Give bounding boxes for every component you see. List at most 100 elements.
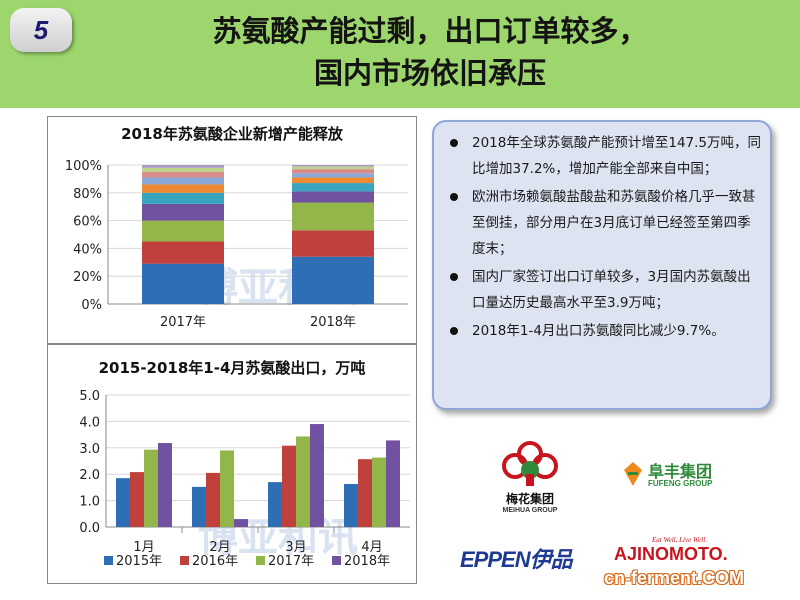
y-tick-label: 40%	[73, 242, 102, 257]
bar	[386, 440, 400, 527]
fufeng-logo: 阜丰集团 FUFENG GROUP	[622, 458, 732, 494]
meihua-english-name: MEIHUA GROUP	[502, 507, 558, 514]
slide-header: 5 苏氨酸产能过剩，出口订单较多， 国内市场依旧承压	[0, 0, 800, 108]
legend-label: 2017年	[268, 554, 314, 569]
slide-title-line-1: 苏氨酸产能过剩，出口订单较多，	[212, 14, 648, 48]
y-tick-label: 20%	[73, 270, 102, 285]
stacked-bar-segment	[142, 167, 224, 172]
fufeng-english-name: FUFENG GROUP	[648, 479, 713, 488]
legend-swatch	[180, 556, 189, 565]
export-chart-panel: 2015-2018年1-4月苏氨酸出口，万吨 博亚和讯 0.0 1.0 2.0 3.0…	[47, 344, 417, 584]
slide-title-line-2: 国内市场依旧承压	[313, 56, 546, 90]
bar	[192, 486, 206, 527]
bar	[158, 443, 172, 527]
ajinomoto-tagline: Eat Well, Live Well.	[652, 536, 707, 544]
bullet-dot-icon	[450, 273, 458, 281]
bar	[282, 445, 296, 527]
stacked-bar-segment	[142, 184, 224, 193]
stacked-bar-segment	[292, 177, 374, 184]
stacked-bar-segment	[292, 165, 374, 167]
bar	[268, 482, 282, 527]
stacked-bar-segment	[292, 169, 374, 174]
meihua-name: 梅花集团	[505, 492, 554, 506]
slide-title: 苏氨酸产能过剩，出口订单较多， 国内市场依旧承压	[110, 10, 750, 94]
x-tick-label: 2月	[209, 540, 230, 555]
stacked-bar-segment	[292, 191, 374, 203]
bullet-dot-icon	[450, 139, 458, 147]
bullet-item: 国内厂家签订出口订单较多，3月国内苏氨酸出口量达历史最高水平至3.9万吨；	[446, 264, 762, 316]
stacked-bar-segment	[292, 183, 374, 192]
x-tick-label: 2017年	[160, 315, 206, 330]
bar	[206, 472, 220, 527]
y-tick-label: 80%	[73, 187, 102, 202]
y-tick-label: 0%	[81, 298, 102, 313]
capacity-chart: 0% 20% 40% 60% 80% 100% 2017年 2018年	[65, 159, 408, 330]
bar	[372, 457, 386, 527]
meihua-flower-icon	[502, 441, 558, 486]
y-tick-label: 3.0	[79, 442, 100, 457]
stacked-bar-segment	[292, 173, 374, 178]
stacked-bar-segment	[292, 256, 374, 304]
eppen-logo: EPPEN伊品	[460, 542, 600, 582]
x-tick-label: 3月	[285, 540, 306, 555]
stacked-bar-segment	[292, 230, 374, 257]
capacity-chart-title: 2018年苏氨酸企业新增产能释放	[121, 125, 343, 143]
legend-label: 2016年	[192, 554, 238, 569]
y-tick-label: 2.0	[79, 468, 100, 483]
ajinomoto-name: AJINOMOTO.	[614, 544, 728, 564]
legend-swatch	[256, 556, 265, 565]
stacked-bar-segment	[142, 220, 224, 242]
bullet-dot-icon	[450, 193, 458, 201]
bar	[358, 459, 372, 527]
stacked-bar-segment	[142, 203, 224, 221]
stacked-bar-segment	[292, 166, 374, 170]
eppen-name: EPPEN伊品	[460, 547, 573, 572]
bar	[310, 424, 324, 527]
bullet-text: 国内厂家签订出口订单较多，3月国内苏氨酸出口量达历史最高水平至3.9万吨；	[472, 269, 751, 311]
bar	[144, 449, 158, 527]
site-watermark: cn-ferment.COM	[604, 568, 745, 588]
legend-label: 2018年	[344, 554, 390, 569]
stacked-bar-segment	[142, 263, 224, 304]
x-tick-label: 1月	[133, 540, 154, 555]
bullet-dot-icon	[450, 327, 458, 335]
bullet-textbox: 2018年全球苏氨酸产能预计增至147.5万吨，同比增加37.2%，增加产能全部…	[432, 120, 772, 410]
bullet-text: 欧洲市场赖氨酸盐酸盐和苏氨酸价格几乎一致甚至倒挂，部分用户在3月底订单已经签至第…	[472, 189, 756, 257]
y-tick-label: 5.0	[79, 389, 100, 404]
fufeng-name: 阜丰集团	[648, 462, 713, 481]
stacked-bar-segment	[142, 165, 224, 168]
x-tick-label: 4月	[361, 540, 382, 555]
legend-swatch	[332, 556, 341, 565]
stacked-bar-segment	[142, 171, 224, 178]
stacked-bar-segment	[142, 177, 224, 185]
bar	[344, 483, 358, 527]
legend-swatch	[104, 556, 113, 565]
stacked-bar-segment	[142, 192, 224, 204]
legend-label: 2015年	[116, 554, 162, 569]
bullet-text: 2018年1-4月出口苏氨酸同比减少9.7%。	[472, 323, 725, 339]
bullet-item: 2018年1-4月出口苏氨酸同比减少9.7%。	[446, 318, 762, 344]
bullet-text: 2018年全球苏氨酸产能预计增至147.5万吨，同比增加37.2%，增加产能全部…	[472, 135, 762, 177]
y-tick-label: 100%	[65, 159, 102, 174]
bar	[130, 472, 144, 527]
bar	[234, 519, 248, 527]
bullet-list: 2018年全球苏氨酸产能预计增至147.5万吨，同比增加37.2%，增加产能全部…	[446, 130, 762, 346]
slide-number-badge: 5	[10, 8, 72, 52]
export-chart: 0.0 1.0 2.0 3.0 4.0 5.0 1月 2月 3月 4月 2015年 2016年 2017…	[79, 389, 410, 569]
y-tick-label: 60%	[73, 215, 102, 230]
bullet-item: 2018年全球苏氨酸产能预计增至147.5万吨，同比增加37.2%，增加产能全部…	[446, 130, 762, 182]
bar	[220, 450, 234, 527]
ajinomoto-logo: Eat Well, Live Well. AJINOMOTO.	[614, 536, 744, 572]
stacked-bar-segment	[292, 202, 374, 231]
y-tick-label: 4.0	[79, 415, 100, 430]
capacity-chart-panel: 2018年苏氨酸企业新增产能释放 博亚和讯 0% 20% 40% 60% 80% 100%…	[47, 116, 417, 344]
x-tick-label: 2018年	[310, 315, 356, 330]
fufeng-mark-icon	[624, 462, 642, 486]
bar	[116, 478, 130, 527]
meihua-logo: 梅花集团 MEIHUA GROUP	[488, 440, 572, 520]
stacked-bar-segment	[142, 241, 224, 264]
bullet-item: 欧洲市场赖氨酸盐酸盐和苏氨酸价格几乎一致甚至倒挂，部分用户在3月底订单已经签至第…	[446, 184, 762, 262]
y-tick-label: 0.0	[79, 521, 100, 536]
y-tick-label: 1.0	[79, 495, 100, 510]
bar	[296, 436, 310, 527]
